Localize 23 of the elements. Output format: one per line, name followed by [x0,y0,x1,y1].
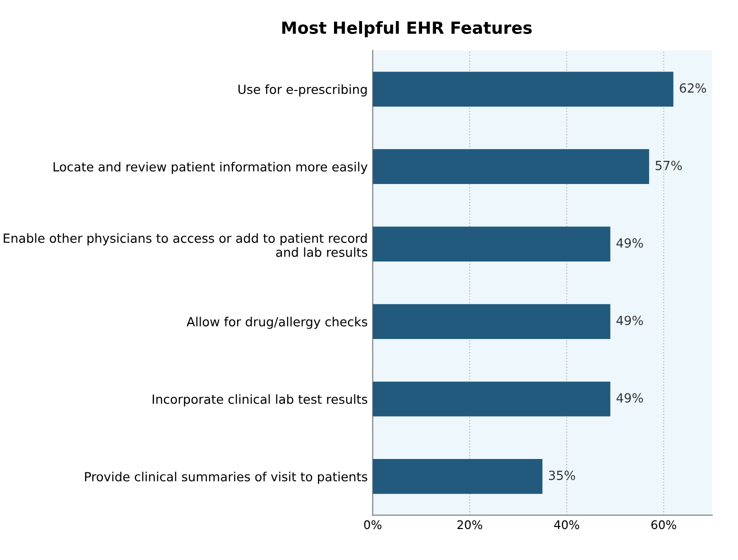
y-tick-label: Enable other physicians to access or add to patient record and lab results [4,233,368,257]
data-label: 57% [656,160,682,170]
data-label: 62% [680,83,706,93]
bar [372,382,610,416]
bar [372,226,610,262]
data-label: 49% [616,316,643,326]
y-tick-label: Locate and review patient information more easily [54,162,368,174]
chart-title: Most Helpful EHR Features [282,21,532,38]
bar [372,304,610,339]
y-tick-label: Use for e-prescribing [238,84,367,96]
x-tick-label: 60% [651,520,676,530]
x-tick-label: 0% [364,520,382,530]
y-tick-label: Incorporate clinical lab test results [152,394,368,406]
data-label: 35% [548,470,576,480]
x-tick-label: 40% [554,520,580,530]
bar [372,72,674,107]
data-label: 49% [616,238,643,248]
x-tick-label: 20% [457,520,482,530]
bar [372,149,650,184]
data-label: 49% [616,393,643,403]
y-tick-label: Allow for drug/allergy checks [186,316,368,329]
y-tick-label: Provide clinical summaries of visit to patients [85,472,368,484]
bar [372,459,542,494]
